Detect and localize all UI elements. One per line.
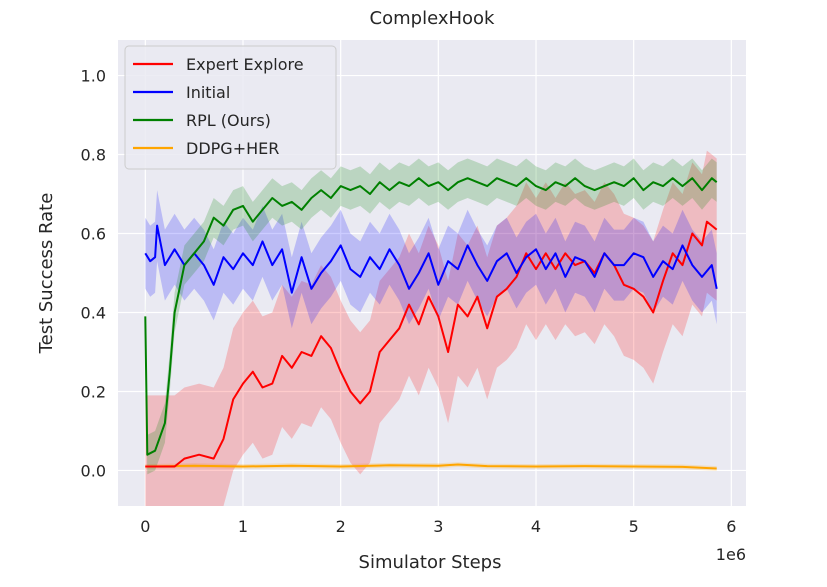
legend: Expert Explore Initial RPL (Ours) DDPG+HER (124, 45, 337, 170)
series-line-expert-explore (145, 220, 718, 468)
chart-title: ComplexHook (370, 8, 496, 29)
x-tick-label: 3 (433, 517, 443, 536)
y-tick-label: 0.2 (81, 382, 106, 401)
band-expert-explore (145, 150, 717, 506)
x-tick-label: 2 (336, 517, 346, 536)
series-line-ddpg-her (145, 463, 717, 470)
legend-label: RPL (Ours) (186, 111, 271, 130)
series-line-initial (144, 224, 718, 294)
y-tick-label: 0.6 (81, 225, 106, 244)
band-rpl-ours- (145, 158, 717, 475)
legend-box (124, 45, 337, 170)
x-axis-ticks: 0 1 2 3 4 5 6 (140, 517, 736, 536)
y-tick-label: 0.4 (81, 303, 106, 322)
x-tick-label: 1 (238, 517, 248, 536)
y-tick-label: 0.8 (81, 146, 106, 165)
series-lines (144, 177, 718, 470)
legend-label: DDPG+HER (186, 139, 279, 158)
x-axis-multiplier: 1e6 (716, 545, 746, 564)
y-tick-label: 1.0 (81, 67, 106, 86)
x-tick-label: 6 (726, 517, 736, 536)
y-tick-label: 0.0 (81, 461, 106, 480)
x-tick-label: 4 (531, 517, 541, 536)
series-line-rpl-ours- (144, 177, 718, 456)
x-tick-label: 0 (140, 517, 150, 536)
y-axis-label: Test Success Rate (36, 193, 57, 355)
y-axis-ticks: 0.0 0.2 0.4 0.6 0.8 1.0 (81, 67, 106, 481)
x-tick-label: 5 (629, 517, 639, 536)
legend-label: Initial (186, 83, 230, 102)
legend-label: Expert Explore (186, 55, 304, 74)
x-axis-label: Simulator Steps (359, 552, 502, 573)
